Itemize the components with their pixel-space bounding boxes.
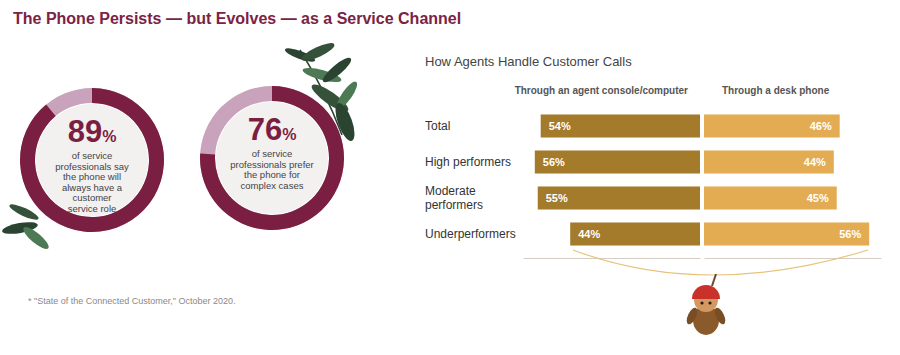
gauge-caption: professionals prefer — [230, 159, 313, 170]
category-label: Underperformers — [425, 227, 516, 241]
data-label: 56% — [839, 228, 861, 240]
label-line: Underperformers — [425, 227, 516, 241]
mascot-pole — [712, 274, 716, 286]
gauge-marks — [200, 86, 344, 230]
gauge-caption: the phone for — [244, 169, 300, 180]
gauge-caption: complex cases — [241, 180, 304, 191]
label-line: High performers — [425, 155, 511, 169]
mascot-figure — [685, 274, 728, 335]
gauge-value-label: 89% — [68, 114, 117, 149]
gauge: 76%of serviceprofessionals preferthe pho… — [200, 86, 344, 230]
category-label: High performers — [425, 155, 511, 169]
x-axis — [524, 258, 701, 259]
label-line: Total — [425, 119, 450, 133]
footnote: * "State of the Connected Customer," Oct… — [28, 296, 236, 306]
gauge-value-label: 76% — [248, 112, 297, 147]
value-unit: % — [282, 126, 296, 143]
label-line: Moderate — [425, 184, 479, 198]
mascot-arm — [685, 306, 700, 326]
gauge-caption: the phone will — [63, 171, 121, 182]
mascot-helmet — [692, 285, 720, 299]
chart-title: How Agents Handle Customer Calls — [425, 54, 632, 69]
category-label: Moderate performers — [425, 184, 483, 212]
data-label: 56% — [543, 156, 565, 168]
gauge-center — [216, 102, 328, 214]
legend-entry: Through a desk phone — [722, 85, 830, 96]
gauge-caption: of service — [252, 148, 293, 159]
data-label: 45% — [807, 192, 829, 204]
rope — [573, 250, 868, 275]
bar — [704, 150, 834, 173]
gauge-track — [20, 88, 164, 232]
data-label: 46% — [810, 120, 832, 132]
leaf — [300, 40, 337, 64]
bar-labels: 54% 56% 55% 44% 46% 44% 45% 56% — [543, 120, 862, 240]
axis-line — [705, 258, 882, 259]
data-label: 44% — [804, 156, 826, 168]
gauge-caption: professionals say — [55, 161, 129, 172]
page-title: The Phone Persists — but Evolves — as a … — [13, 10, 461, 27]
bar — [541, 114, 700, 137]
axis-line — [524, 258, 701, 259]
bar — [538, 186, 700, 209]
leaf — [21, 224, 52, 252]
gauge-caption: customer — [72, 192, 111, 203]
label-line: performers — [425, 198, 483, 212]
gauge-caption: of service — [72, 150, 113, 161]
chart-container: The Phone Persists — but Evolves — as a … — [0, 0, 900, 355]
gauge-caption: always have a — [62, 182, 123, 193]
gauge-value-arc — [200, 86, 344, 230]
bar — [704, 114, 840, 137]
bar — [570, 222, 700, 245]
gauge-track — [200, 86, 344, 230]
bar — [704, 222, 869, 245]
data-label: 54% — [549, 120, 571, 132]
bar — [704, 186, 837, 209]
chart-svg: The Phone Persists — but Evolves — as a … — [0, 0, 900, 355]
gauge-center — [36, 104, 148, 216]
data-label: 55% — [546, 192, 568, 204]
x-axis — [705, 258, 882, 259]
category-label: Total — [425, 119, 450, 133]
value-number: 89 — [68, 114, 102, 149]
leaf — [320, 55, 354, 86]
bar-marks — [535, 114, 869, 245]
data-label: 44% — [578, 228, 600, 240]
bar — [535, 150, 700, 173]
value-number: 76 — [248, 112, 282, 147]
value-unit: % — [102, 128, 116, 145]
mascot — [573, 250, 868, 335]
mascot-eye — [700, 301, 703, 304]
gauge-marks — [20, 88, 164, 232]
gauge-value-arc — [20, 88, 164, 232]
mascot-arm — [713, 306, 728, 326]
gauge: 89%of serviceprofessionals saythe phone … — [20, 88, 164, 232]
mascot-eye — [708, 301, 711, 304]
bar-chart: How Agents Handle Customer Calls Through … — [425, 54, 882, 259]
decorations — [1, 40, 360, 252]
gauge-caption: service role — [68, 203, 117, 214]
legend-entry: Through an agent console/computer — [515, 85, 688, 96]
leaf — [8, 202, 40, 223]
